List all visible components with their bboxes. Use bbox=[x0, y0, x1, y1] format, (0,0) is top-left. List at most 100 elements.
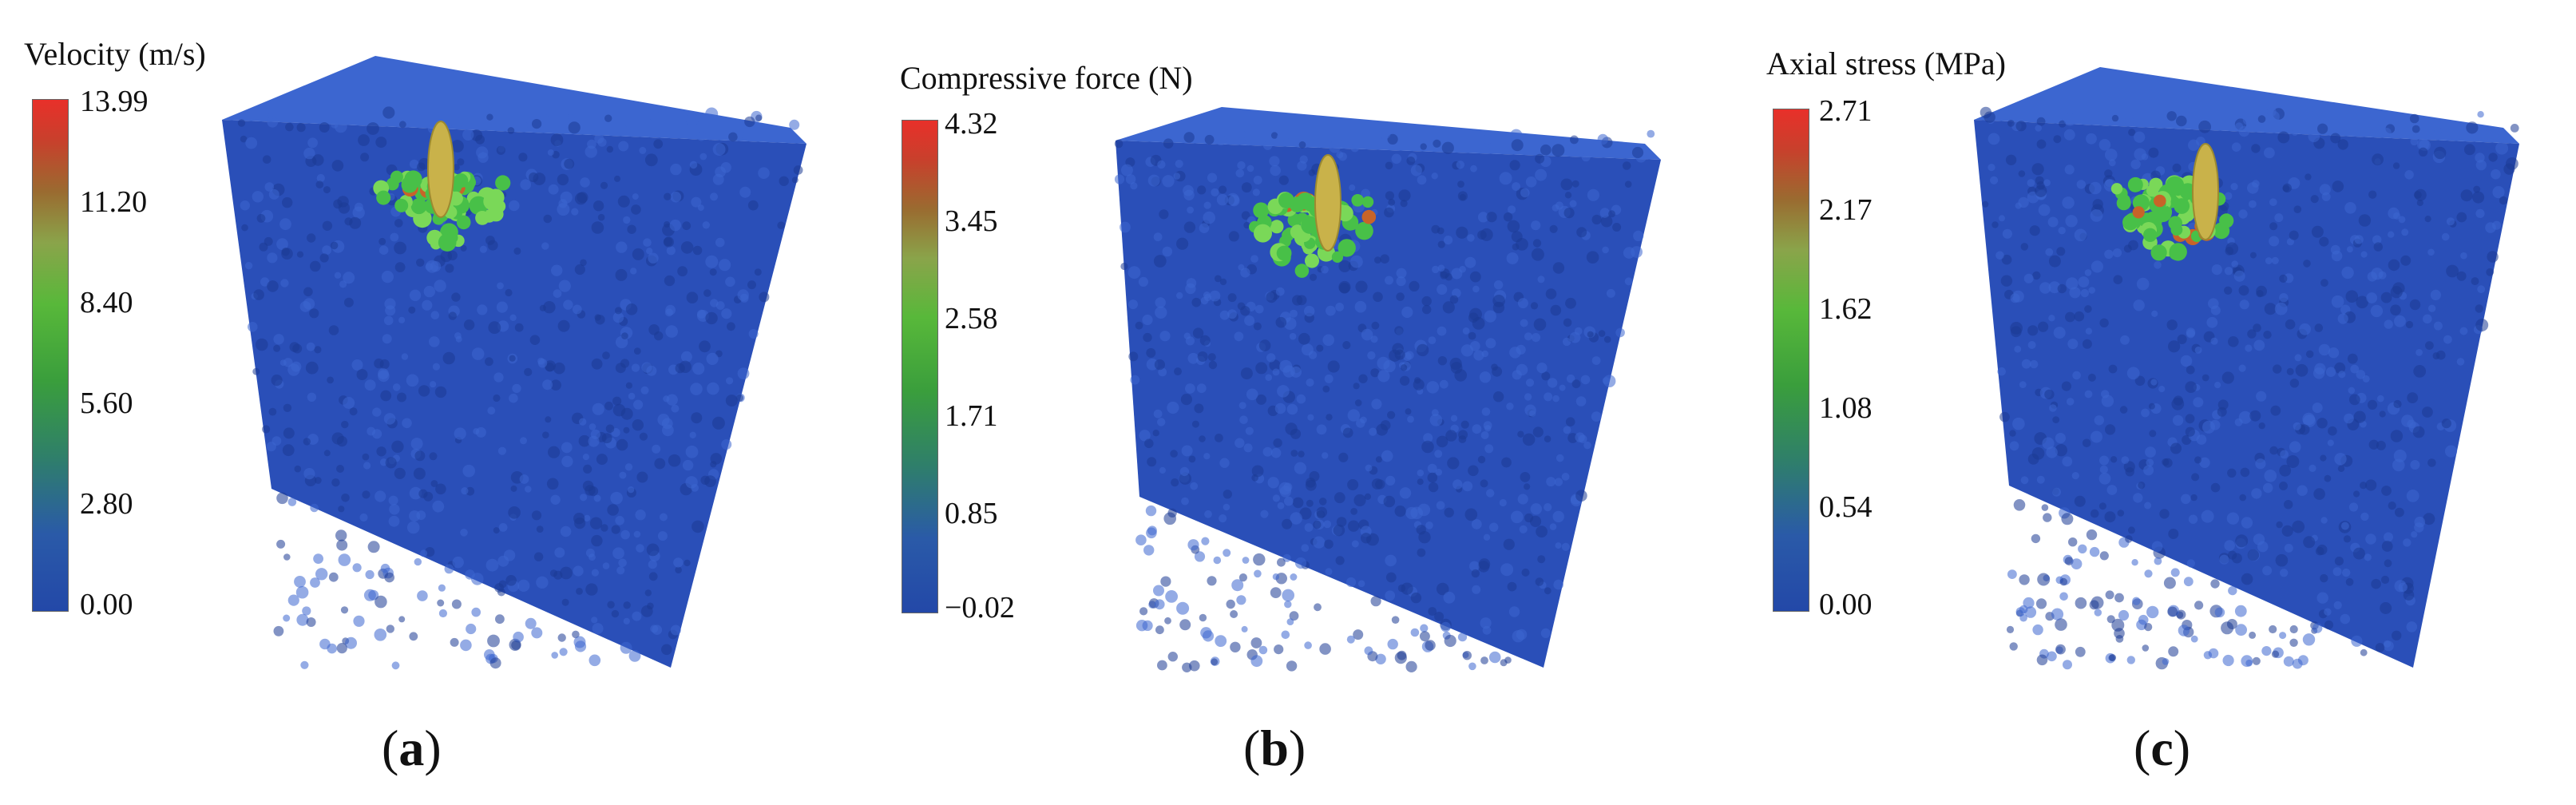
particle bbox=[2446, 217, 2455, 226]
particle bbox=[2230, 183, 2238, 191]
particle bbox=[591, 534, 603, 547]
particle bbox=[2384, 559, 2392, 568]
block-top-face bbox=[1974, 67, 2519, 144]
particle bbox=[409, 632, 418, 641]
particle bbox=[1439, 379, 1449, 389]
particle bbox=[338, 202, 351, 214]
particle bbox=[2071, 472, 2079, 480]
particle bbox=[363, 462, 371, 470]
particle bbox=[1520, 319, 1528, 327]
particle bbox=[2138, 482, 2146, 490]
particle bbox=[375, 595, 387, 609]
particle bbox=[2110, 456, 2118, 463]
particle bbox=[2168, 529, 2179, 539]
particle bbox=[336, 539, 348, 551]
particle bbox=[699, 340, 711, 353]
particle bbox=[2413, 191, 2422, 199]
particle bbox=[1553, 579, 1563, 590]
disturbed-particle bbox=[2169, 248, 2182, 260]
particle bbox=[2148, 402, 2155, 410]
particle bbox=[1532, 239, 1542, 248]
particle bbox=[1333, 524, 1345, 537]
particle bbox=[2162, 458, 2173, 468]
particle bbox=[1520, 188, 1530, 198]
particle bbox=[1443, 591, 1456, 604]
particle bbox=[553, 362, 565, 375]
particle bbox=[665, 325, 678, 338]
particle bbox=[2324, 608, 2332, 616]
particle bbox=[1181, 445, 1193, 457]
particle bbox=[1228, 231, 1239, 242]
particle bbox=[1286, 618, 1294, 625]
particle bbox=[1289, 332, 1297, 340]
particle bbox=[429, 452, 438, 461]
particle bbox=[1349, 184, 1356, 191]
particle bbox=[315, 180, 324, 188]
particle bbox=[1192, 327, 1204, 339]
particle bbox=[1283, 317, 1297, 331]
particle bbox=[1367, 351, 1376, 360]
particle bbox=[1980, 106, 1992, 119]
particle bbox=[588, 435, 600, 447]
particle bbox=[1164, 617, 1171, 625]
particle bbox=[2375, 643, 2385, 652]
particle bbox=[1541, 371, 1551, 381]
particle bbox=[1346, 635, 1355, 644]
particle bbox=[1322, 334, 1334, 347]
particle bbox=[336, 643, 347, 654]
particle bbox=[779, 176, 789, 186]
particle bbox=[2404, 170, 2414, 180]
particle bbox=[715, 237, 725, 248]
particle bbox=[2312, 623, 2323, 633]
particle bbox=[1472, 585, 1481, 594]
particle bbox=[1519, 525, 1528, 533]
particle bbox=[1586, 251, 1599, 264]
particle bbox=[2271, 256, 2279, 264]
particle bbox=[2337, 139, 2348, 150]
particle bbox=[1355, 280, 1368, 293]
particle bbox=[327, 376, 334, 384]
particle bbox=[2194, 346, 2202, 354]
particle bbox=[1436, 582, 1449, 596]
particle bbox=[1175, 160, 1183, 169]
particle bbox=[597, 213, 605, 221]
particle bbox=[392, 383, 401, 391]
particle bbox=[1428, 607, 1437, 616]
disturbed-particle bbox=[2127, 176, 2143, 192]
particle bbox=[1624, 277, 1633, 286]
particle bbox=[644, 589, 652, 597]
particle bbox=[2360, 482, 2368, 490]
particle bbox=[557, 173, 569, 186]
particle bbox=[2392, 458, 2405, 472]
particle bbox=[1563, 426, 1571, 434]
particle bbox=[413, 467, 426, 480]
particle bbox=[2120, 335, 2130, 345]
disturbed-particle bbox=[1338, 239, 1356, 257]
particle bbox=[623, 601, 631, 609]
particle bbox=[414, 557, 422, 566]
disturbed-particle bbox=[1331, 251, 1343, 263]
particle bbox=[2280, 450, 2289, 459]
particle bbox=[2388, 502, 2396, 510]
particle bbox=[2441, 418, 2451, 429]
particle bbox=[612, 396, 622, 406]
particle bbox=[1270, 132, 1278, 139]
particle bbox=[2104, 249, 2114, 259]
particle bbox=[1240, 306, 1250, 316]
particle bbox=[659, 513, 668, 521]
particle bbox=[574, 264, 585, 276]
particle bbox=[388, 495, 398, 506]
particle bbox=[2059, 577, 2068, 586]
particle bbox=[1385, 161, 1393, 170]
particle bbox=[282, 196, 293, 208]
particle bbox=[1524, 332, 1533, 341]
particle bbox=[2190, 635, 2198, 643]
particle bbox=[485, 357, 493, 367]
particle bbox=[2320, 517, 2328, 524]
particle bbox=[1507, 220, 1520, 233]
particle bbox=[2226, 512, 2240, 525]
particle bbox=[2068, 537, 2078, 547]
particle bbox=[2314, 323, 2324, 332]
particle bbox=[360, 153, 370, 162]
particle bbox=[2185, 381, 2197, 394]
